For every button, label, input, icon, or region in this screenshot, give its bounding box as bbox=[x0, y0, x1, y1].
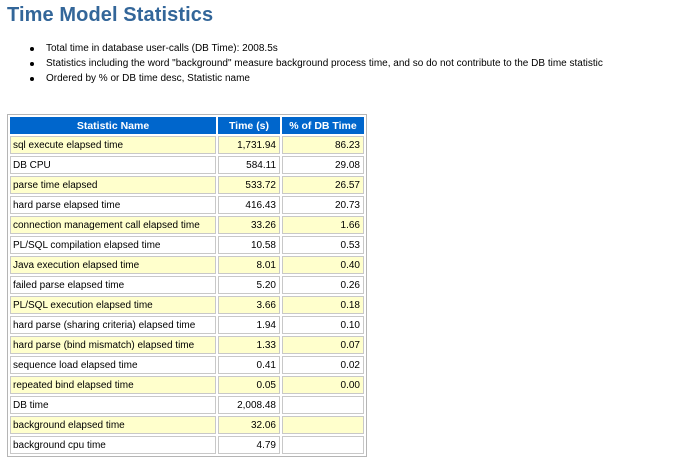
table-body: sql execute elapsed time 1,731.94 86.23 DB … bbox=[10, 136, 364, 454]
time-seconds-cell: 33.26 bbox=[218, 216, 280, 234]
table-row: failed parse elapsed time 5.20 0.26 bbox=[10, 276, 364, 294]
time-seconds-cell: 533.72 bbox=[218, 176, 280, 194]
table-row: background elapsed time 32.06 bbox=[10, 416, 364, 434]
pct-db-time-cell: 0.26 bbox=[282, 276, 364, 294]
note-ordering: Ordered by % or DB time desc, Statistic … bbox=[28, 72, 603, 86]
table-row: connection management call elapsed time 3… bbox=[10, 216, 364, 234]
pct-db-time-cell: 0.02 bbox=[282, 356, 364, 374]
statistic-name-cell: repeated bind elapsed time bbox=[10, 376, 216, 394]
table-row: DB time 2,008.48 bbox=[10, 396, 364, 414]
table-row: DB CPU 584.11 29.08 bbox=[10, 156, 364, 174]
time-seconds-cell: 4.79 bbox=[218, 436, 280, 454]
header-statistic-name: Statistic Name bbox=[10, 117, 216, 134]
time-seconds-cell: 32.06 bbox=[218, 416, 280, 434]
page-title: Time Model Statistics bbox=[7, 4, 214, 26]
statistic-name-cell: connection management call elapsed time bbox=[10, 216, 216, 234]
time-seconds-cell: 10.58 bbox=[218, 236, 280, 254]
pct-db-time-cell: 0.07 bbox=[282, 336, 364, 354]
table-row: sql execute elapsed time 1,731.94 86.23 bbox=[10, 136, 364, 154]
statistic-name-cell: PL/SQL compilation elapsed time bbox=[10, 236, 216, 254]
pct-db-time-cell: 0.10 bbox=[282, 316, 364, 334]
statistic-name-cell: hard parse (sharing criteria) elapsed ti… bbox=[10, 316, 216, 334]
pct-db-time-cell: 26.57 bbox=[282, 176, 364, 194]
statistic-name-cell: background elapsed time bbox=[10, 416, 216, 434]
table-row: hard parse (sharing criteria) elapsed ti… bbox=[10, 316, 364, 334]
pct-db-time-cell: 0.40 bbox=[282, 256, 364, 274]
statistic-name-cell: DB CPU bbox=[10, 156, 216, 174]
table-row: parse time elapsed 533.72 26.57 bbox=[10, 176, 364, 194]
pct-db-time-cell: 0.53 bbox=[282, 236, 364, 254]
pct-db-time-cell: 20.73 bbox=[282, 196, 364, 214]
time-seconds-cell: 3.66 bbox=[218, 296, 280, 314]
time-model-statistics-table: Statistic Name Time (s) % of DB Time sql… bbox=[7, 114, 367, 457]
table-row: hard parse (bind mismatch) elapsed time 1… bbox=[10, 336, 364, 354]
table-row: repeated bind elapsed time 0.05 0.00 bbox=[10, 376, 364, 394]
statistic-name-cell: DB time bbox=[10, 396, 216, 414]
time-seconds-cell: 8.01 bbox=[218, 256, 280, 274]
table-row: background cpu time 4.79 bbox=[10, 436, 364, 454]
table-row: hard parse elapsed time 416.43 20.73 bbox=[10, 196, 364, 214]
header-time-s: Time (s) bbox=[218, 117, 280, 134]
time-seconds-cell: 1.94 bbox=[218, 316, 280, 334]
statistic-name-cell: sql execute elapsed time bbox=[10, 136, 216, 154]
pct-db-time-cell: 29.08 bbox=[282, 156, 364, 174]
statistic-name-cell: sequence load elapsed time bbox=[10, 356, 216, 374]
table-row: PL/SQL execution elapsed time 3.66 0.18 bbox=[10, 296, 364, 314]
time-seconds-cell: 5.20 bbox=[218, 276, 280, 294]
time-seconds-cell: 584.11 bbox=[218, 156, 280, 174]
time-seconds-cell: 0.05 bbox=[218, 376, 280, 394]
statistic-name-cell: Java execution elapsed time bbox=[10, 256, 216, 274]
pct-db-time-cell: 1.66 bbox=[282, 216, 364, 234]
time-seconds-cell: 0.41 bbox=[218, 356, 280, 374]
note-background: Statistics including the word "backgroun… bbox=[28, 57, 603, 71]
notes-list: Total time in database user-calls (DB Ti… bbox=[28, 42, 603, 87]
statistic-name-cell: failed parse elapsed time bbox=[10, 276, 216, 294]
statistic-name-cell: hard parse elapsed time bbox=[10, 196, 216, 214]
pct-db-time-cell bbox=[282, 396, 364, 414]
note-db-time: Total time in database user-calls (DB Ti… bbox=[28, 42, 603, 56]
table-row: Java execution elapsed time 8.01 0.40 bbox=[10, 256, 364, 274]
time-seconds-cell: 1,731.94 bbox=[218, 136, 280, 154]
statistic-name-cell: hard parse (bind mismatch) elapsed time bbox=[10, 336, 216, 354]
pct-db-time-cell: 0.18 bbox=[282, 296, 364, 314]
statistic-name-cell: background cpu time bbox=[10, 436, 216, 454]
time-seconds-cell: 2,008.48 bbox=[218, 396, 280, 414]
pct-db-time-cell bbox=[282, 436, 364, 454]
pct-db-time-cell: 0.00 bbox=[282, 376, 364, 394]
time-seconds-cell: 416.43 bbox=[218, 196, 280, 214]
pct-db-time-cell: 86.23 bbox=[282, 136, 364, 154]
statistic-name-cell: parse time elapsed bbox=[10, 176, 216, 194]
table-row: sequence load elapsed time 0.41 0.02 bbox=[10, 356, 364, 374]
header-pct-db-time: % of DB Time bbox=[282, 117, 364, 134]
table-row: PL/SQL compilation elapsed time 10.58 0.53 bbox=[10, 236, 364, 254]
pct-db-time-cell bbox=[282, 416, 364, 434]
table-header-row: Statistic Name Time (s) % of DB Time bbox=[10, 117, 364, 134]
time-seconds-cell: 1.33 bbox=[218, 336, 280, 354]
statistic-name-cell: PL/SQL execution elapsed time bbox=[10, 296, 216, 314]
